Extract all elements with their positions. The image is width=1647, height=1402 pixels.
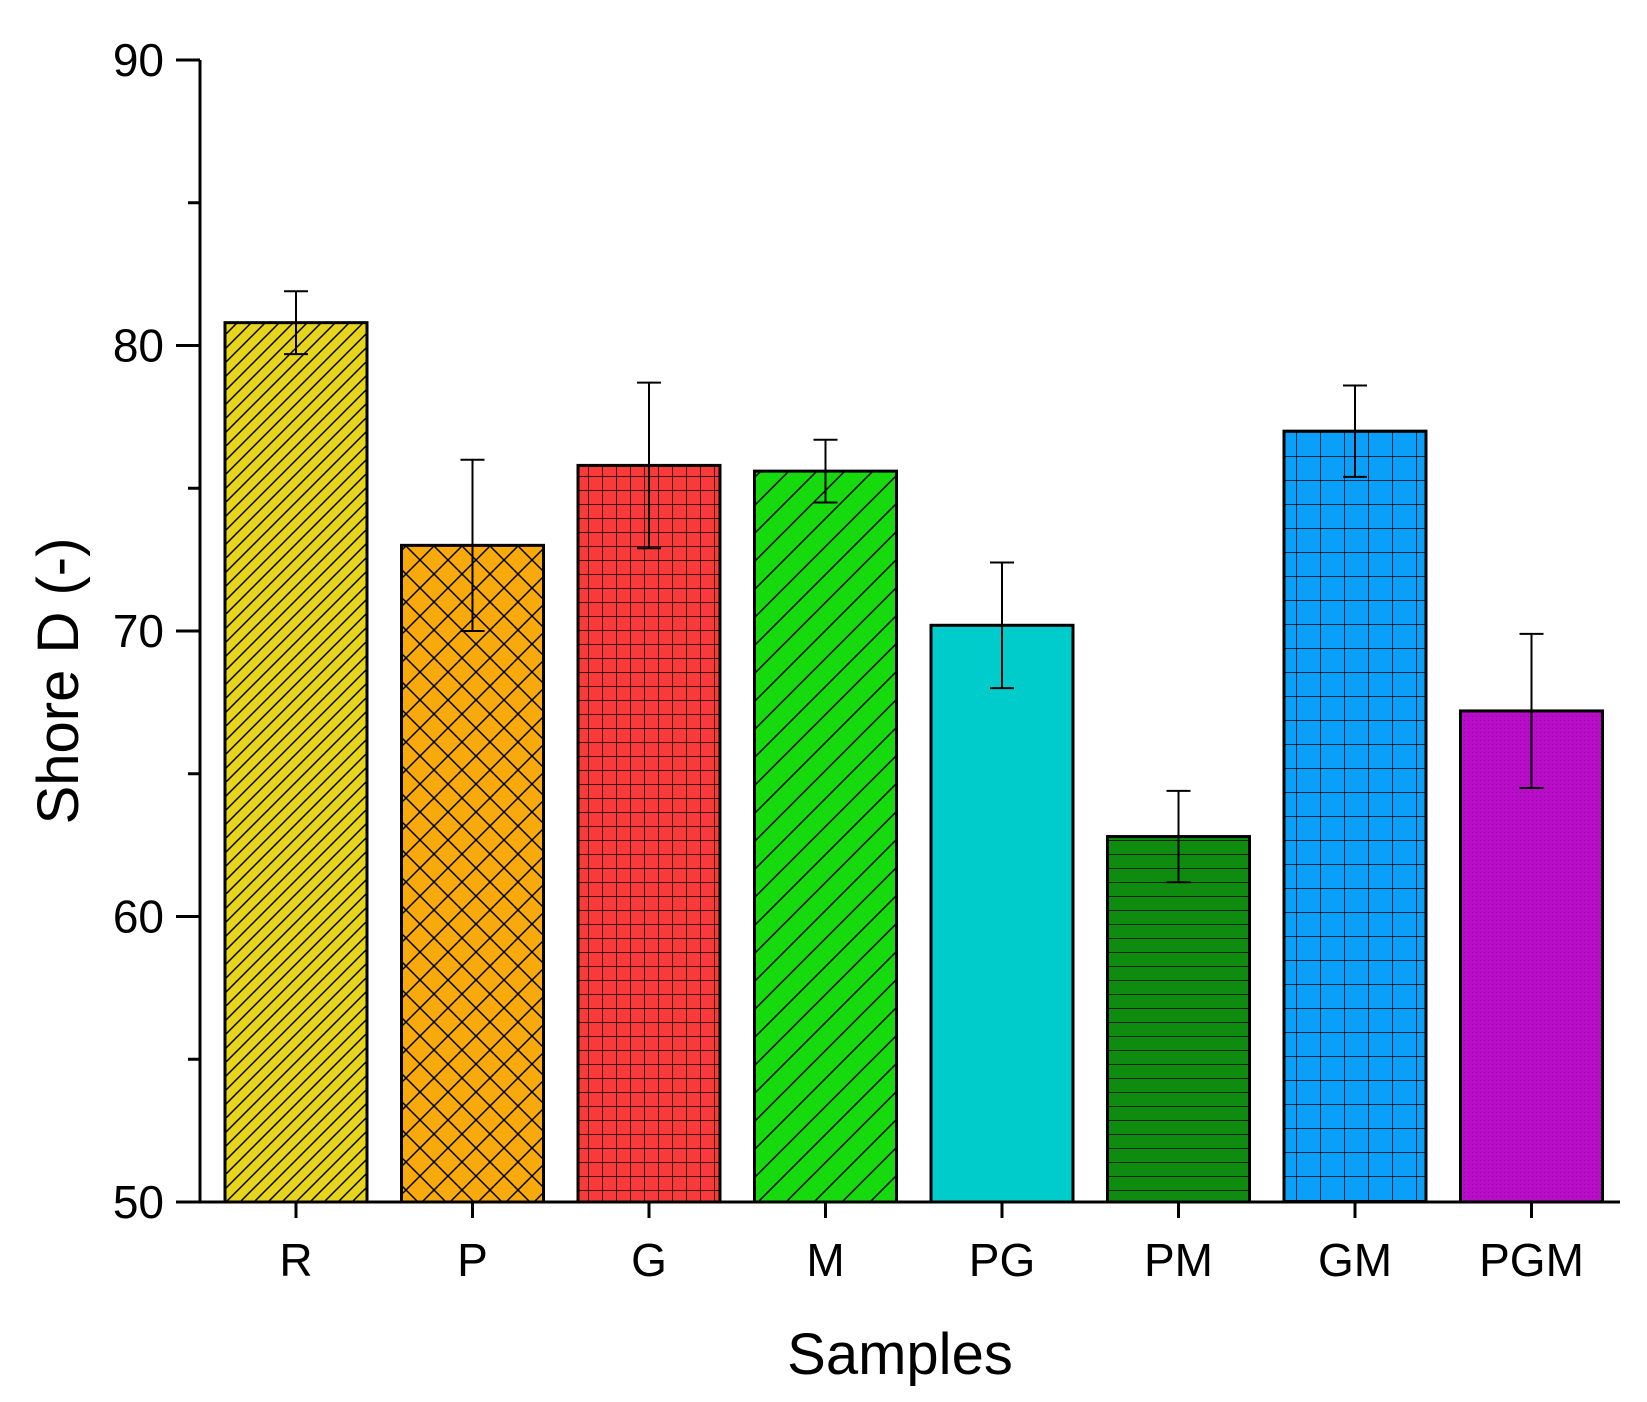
y-tick-label: 90 [113,34,164,86]
y-axis-title: Shore D (-) [26,538,91,825]
bar-g [576,463,722,1204]
x-tick-label-p: P [457,1234,488,1286]
x-axis-title: Samples [787,1322,1013,1387]
error-bar-gm [1343,384,1367,478]
x-tick-label-pg: PG [969,1234,1035,1286]
error-bar-g [637,381,661,550]
y-tick-label: 60 [113,891,164,943]
bar-pg [929,623,1075,1204]
error-bar-pg [990,561,1014,690]
y-tick-label: 80 [113,320,164,372]
error-bar-r [284,290,308,356]
error-bar-m [813,438,838,504]
bar-pgm [1459,709,1604,1204]
x-ticks: R P G M PG PM GM PGM [279,1202,1584,1286]
x-tick-label-pgm: PGM [1479,1234,1584,1286]
bars-layer [223,321,1604,1204]
bar-m [753,469,898,1204]
x-tick-label-g: G [631,1234,667,1286]
x-tick-label-pm: PM [1144,1234,1213,1286]
bar-pm [1106,835,1251,1204]
error-bar-p [460,458,485,632]
x-tick-label-gm: GM [1318,1234,1392,1286]
y-ticks: 50 60 70 80 90 [113,34,200,1228]
x-tick-label-r: R [279,1234,312,1286]
y-tick-label: 50 [113,1176,164,1228]
bar-gm [1282,429,1428,1204]
x-tick-label-m: M [806,1234,844,1286]
y-tick-label: 70 [113,605,164,657]
bar-p [400,543,545,1204]
error-bar-pm [1166,789,1191,884]
bar-r [223,321,369,1204]
error-bar-pgm [1519,632,1544,790]
error-bars-layer [284,290,1544,884]
